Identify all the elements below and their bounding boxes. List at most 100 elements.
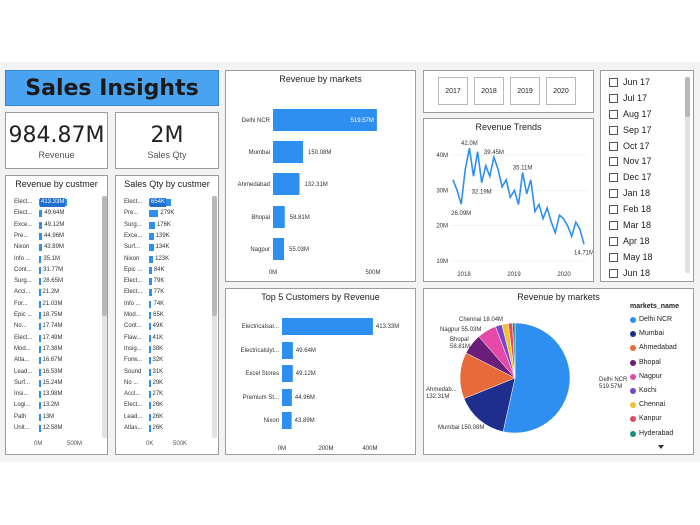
revenue-by-customer-row[interactable]: Elect... 17.49M — [6, 334, 100, 343]
revenue-by-customer-chart[interactable]: Elect... 413.33M Elect... 49.64M Exce... 49.1… — [6, 198, 100, 434]
revenue-by-customer-row[interactable]: Insi... 13.98M — [6, 390, 100, 399]
year-button-2020[interactable]: 2020 — [546, 77, 576, 105]
month-option[interactable]: Feb 18 — [609, 202, 653, 218]
revenue-by-customer-row-bar[interactable] — [39, 368, 41, 376]
revenue-by-customer-row[interactable]: Pre... 44.96M — [6, 232, 100, 241]
pie-legend-item[interactable]: Kanpur — [630, 414, 662, 424]
revenue-by-customer-row-bar[interactable] — [39, 278, 41, 286]
sales-qty-by-customer-row-bar[interactable] — [149, 413, 151, 421]
month-checkbox[interactable] — [609, 125, 618, 135]
revenue-by-customer-row[interactable]: Surf... 15.24M — [6, 379, 100, 388]
sales-qty-by-customer-row-bar[interactable] — [149, 345, 151, 353]
revenue-by-customer-row[interactable]: Logi... 13.2M — [6, 401, 100, 410]
revenue-by-customer-row[interactable]: No... 17.74M — [6, 322, 100, 331]
month-checkbox[interactable] — [609, 268, 618, 278]
sales-qty-by-customer-row-bar[interactable] — [149, 255, 154, 263]
sales-qty-by-customer-row[interactable]: Elect... 26K — [116, 401, 210, 410]
revenue-by-customer-row-bar[interactable] — [39, 289, 41, 297]
sales-qty-by-customer-row-bar[interactable] — [149, 379, 151, 387]
sales-qty-by-customer-row[interactable]: Accl... 27K — [116, 390, 210, 399]
sales-qty-by-customer-row-bar[interactable] — [149, 278, 152, 286]
revenue-by-customer-row-bar[interactable] — [39, 300, 41, 308]
year-button-2017[interactable]: 2017 — [438, 77, 468, 105]
month-slicer-scroll-thumb[interactable] — [685, 77, 690, 117]
revenue-by-customer-row[interactable]: Atla... 16.67M — [6, 356, 100, 365]
sales-qty-by-customer-row[interactable]: Elect... 654K — [116, 198, 210, 207]
revenue-by-customer-row-bar[interactable] — [39, 391, 41, 399]
month-option[interactable]: Apr 18 — [609, 234, 653, 250]
sales-qty-by-customer-scrollbar[interactable] — [212, 196, 217, 438]
revenue-by-customer-row[interactable]: Acci... 21.2M — [6, 288, 100, 297]
sales-qty-by-customer-row[interactable]: Info ... 74K — [116, 300, 210, 309]
sales-qty-by-customer-row-bar[interactable] — [149, 334, 151, 342]
revenue-by-customer-row-bar[interactable] — [39, 413, 41, 421]
sales-qty-by-customer-row-bar[interactable] — [149, 391, 151, 399]
revenue-by-customer-row[interactable]: Elect... 413.33M — [6, 198, 100, 207]
sales-qty-by-customer-row-bar[interactable] — [149, 300, 152, 308]
revenue-by-customer-row[interactable]: For... 21.03M — [6, 300, 100, 309]
sales-qty-by-customer-row-bar[interactable] — [149, 221, 155, 229]
pie-legend-item[interactable]: Kochi — [630, 386, 657, 396]
sales-qty-by-customer-row-bar[interactable] — [149, 425, 151, 432]
month-option[interactable]: Nov 17 — [609, 154, 653, 170]
revenue-by-customer-row-bar[interactable] — [39, 221, 43, 229]
sales-qty-by-customer-row-bar[interactable] — [149, 312, 152, 319]
revenue-by-customer-row-bar[interactable] — [39, 345, 41, 353]
revenue-by-markets-bar-chart[interactable]: Delhi NCR 519.57M Mumbai 150.08M Ahmedabad 13… — [226, 89, 415, 279]
sales-qty-by-customer-row-bar[interactable] — [149, 357, 151, 365]
month-option[interactable]: Jun 17 — [609, 75, 653, 91]
revenue-by-customer-row-bar[interactable] — [39, 334, 41, 342]
sales-qty-by-customer-row-bar[interactable] — [149, 323, 151, 331]
revenue-by-customer-row-bar[interactable] — [39, 425, 41, 432]
year-button-2019[interactable]: 2019 — [510, 77, 540, 105]
sales-qty-by-customer-row[interactable]: Elect... 79K — [116, 277, 210, 286]
sales-qty-by-customer-row-bar[interactable] — [149, 266, 152, 274]
sales-qty-by-customer-row[interactable]: Cont... 49K — [116, 322, 210, 331]
revenue-by-customer-row-bar[interactable] — [39, 244, 42, 252]
revenue-by-customer-row[interactable]: Mod... 17.38M — [6, 345, 100, 354]
sales-qty-by-customer-row-bar[interactable] — [149, 289, 152, 297]
sales-qty-by-customer-row[interactable]: Pre... 279K — [116, 209, 210, 218]
sales-qty-by-customer-row[interactable]: Lead... 26K — [116, 413, 210, 422]
revenue-by-customer-row[interactable]: Lead... 16.53M — [6, 368, 100, 377]
pie-legend-item[interactable]: Chennai — [630, 400, 665, 410]
revenue-by-customer-row-bar[interactable] — [39, 255, 42, 263]
month-option[interactable]: Jul 17 — [609, 91, 653, 107]
sales-qty-by-customer-row[interactable]: Atlas... 26K — [116, 424, 210, 433]
month-option[interactable]: Dec 17 — [609, 170, 653, 186]
month-option[interactable]: May 18 — [609, 250, 653, 266]
month-option[interactable]: Jun 18 — [609, 266, 653, 282]
sales-qty-by-customer-row[interactable]: Mod... 65K — [116, 311, 210, 320]
legend-scroll-down-icon[interactable] — [658, 445, 664, 449]
revenue-by-customer-row[interactable]: Info ... 35.1M — [6, 255, 100, 264]
month-checkbox[interactable] — [609, 141, 618, 151]
month-checkbox[interactable] — [609, 189, 618, 199]
sales-qty-by-customer-row[interactable]: Surf... 134K — [116, 243, 210, 252]
month-slicer-scrollbar[interactable] — [685, 77, 690, 273]
month-checkbox[interactable] — [609, 173, 618, 183]
revenue-by-customer-row-bar[interactable] — [39, 210, 43, 218]
sales-qty-by-customer-row[interactable]: Flaw... 41K — [116, 334, 210, 343]
sales-qty-by-customer-row[interactable]: No ... 29K — [116, 379, 210, 388]
sales-qty-by-customer-row-bar[interactable] — [149, 210, 159, 218]
month-checkbox[interactable] — [609, 252, 618, 262]
sales-qty-by-customer-row[interactable]: Elect... 77K — [116, 288, 210, 297]
sales-qty-by-customer-row-bar[interactable] — [149, 368, 151, 376]
revenue-by-customer-row-bar[interactable] — [39, 379, 41, 387]
revenue-trends-chart[interactable]: 40M 30M 20M 10M 2018 2019 2020 42.0M 26.09M 39.45… — [424, 133, 593, 281]
revenue-by-customer-row[interactable]: Elect... 49.64M — [6, 209, 100, 218]
top5-customers-chart[interactable]: Electricalsar... 413.33M Electricalslyt...… — [226, 303, 415, 453]
revenue-by-customer-row-bar[interactable] — [39, 357, 41, 365]
sales-qty-by-customer-row-bar[interactable] — [149, 244, 154, 252]
month-checkbox[interactable] — [609, 109, 618, 119]
revenue-by-customer-row[interactable]: Surg... 28.65M — [6, 277, 100, 286]
revenue-by-customer-row[interactable]: Nixon 43.89M — [6, 243, 100, 252]
pie-legend-item[interactable]: Nagpur — [630, 372, 662, 382]
revenue-by-customer-row[interactable]: Unit... 12.58M — [6, 424, 100, 433]
revenue-by-customer-row-bar[interactable] — [39, 232, 43, 240]
month-option[interactable]: Mar 18 — [609, 218, 653, 234]
month-checkbox[interactable] — [609, 157, 618, 167]
revenue-by-customer-row[interactable]: Epic ... 18.75M — [6, 311, 100, 320]
revenue-by-customer-row[interactable]: Path 13M — [6, 413, 100, 422]
